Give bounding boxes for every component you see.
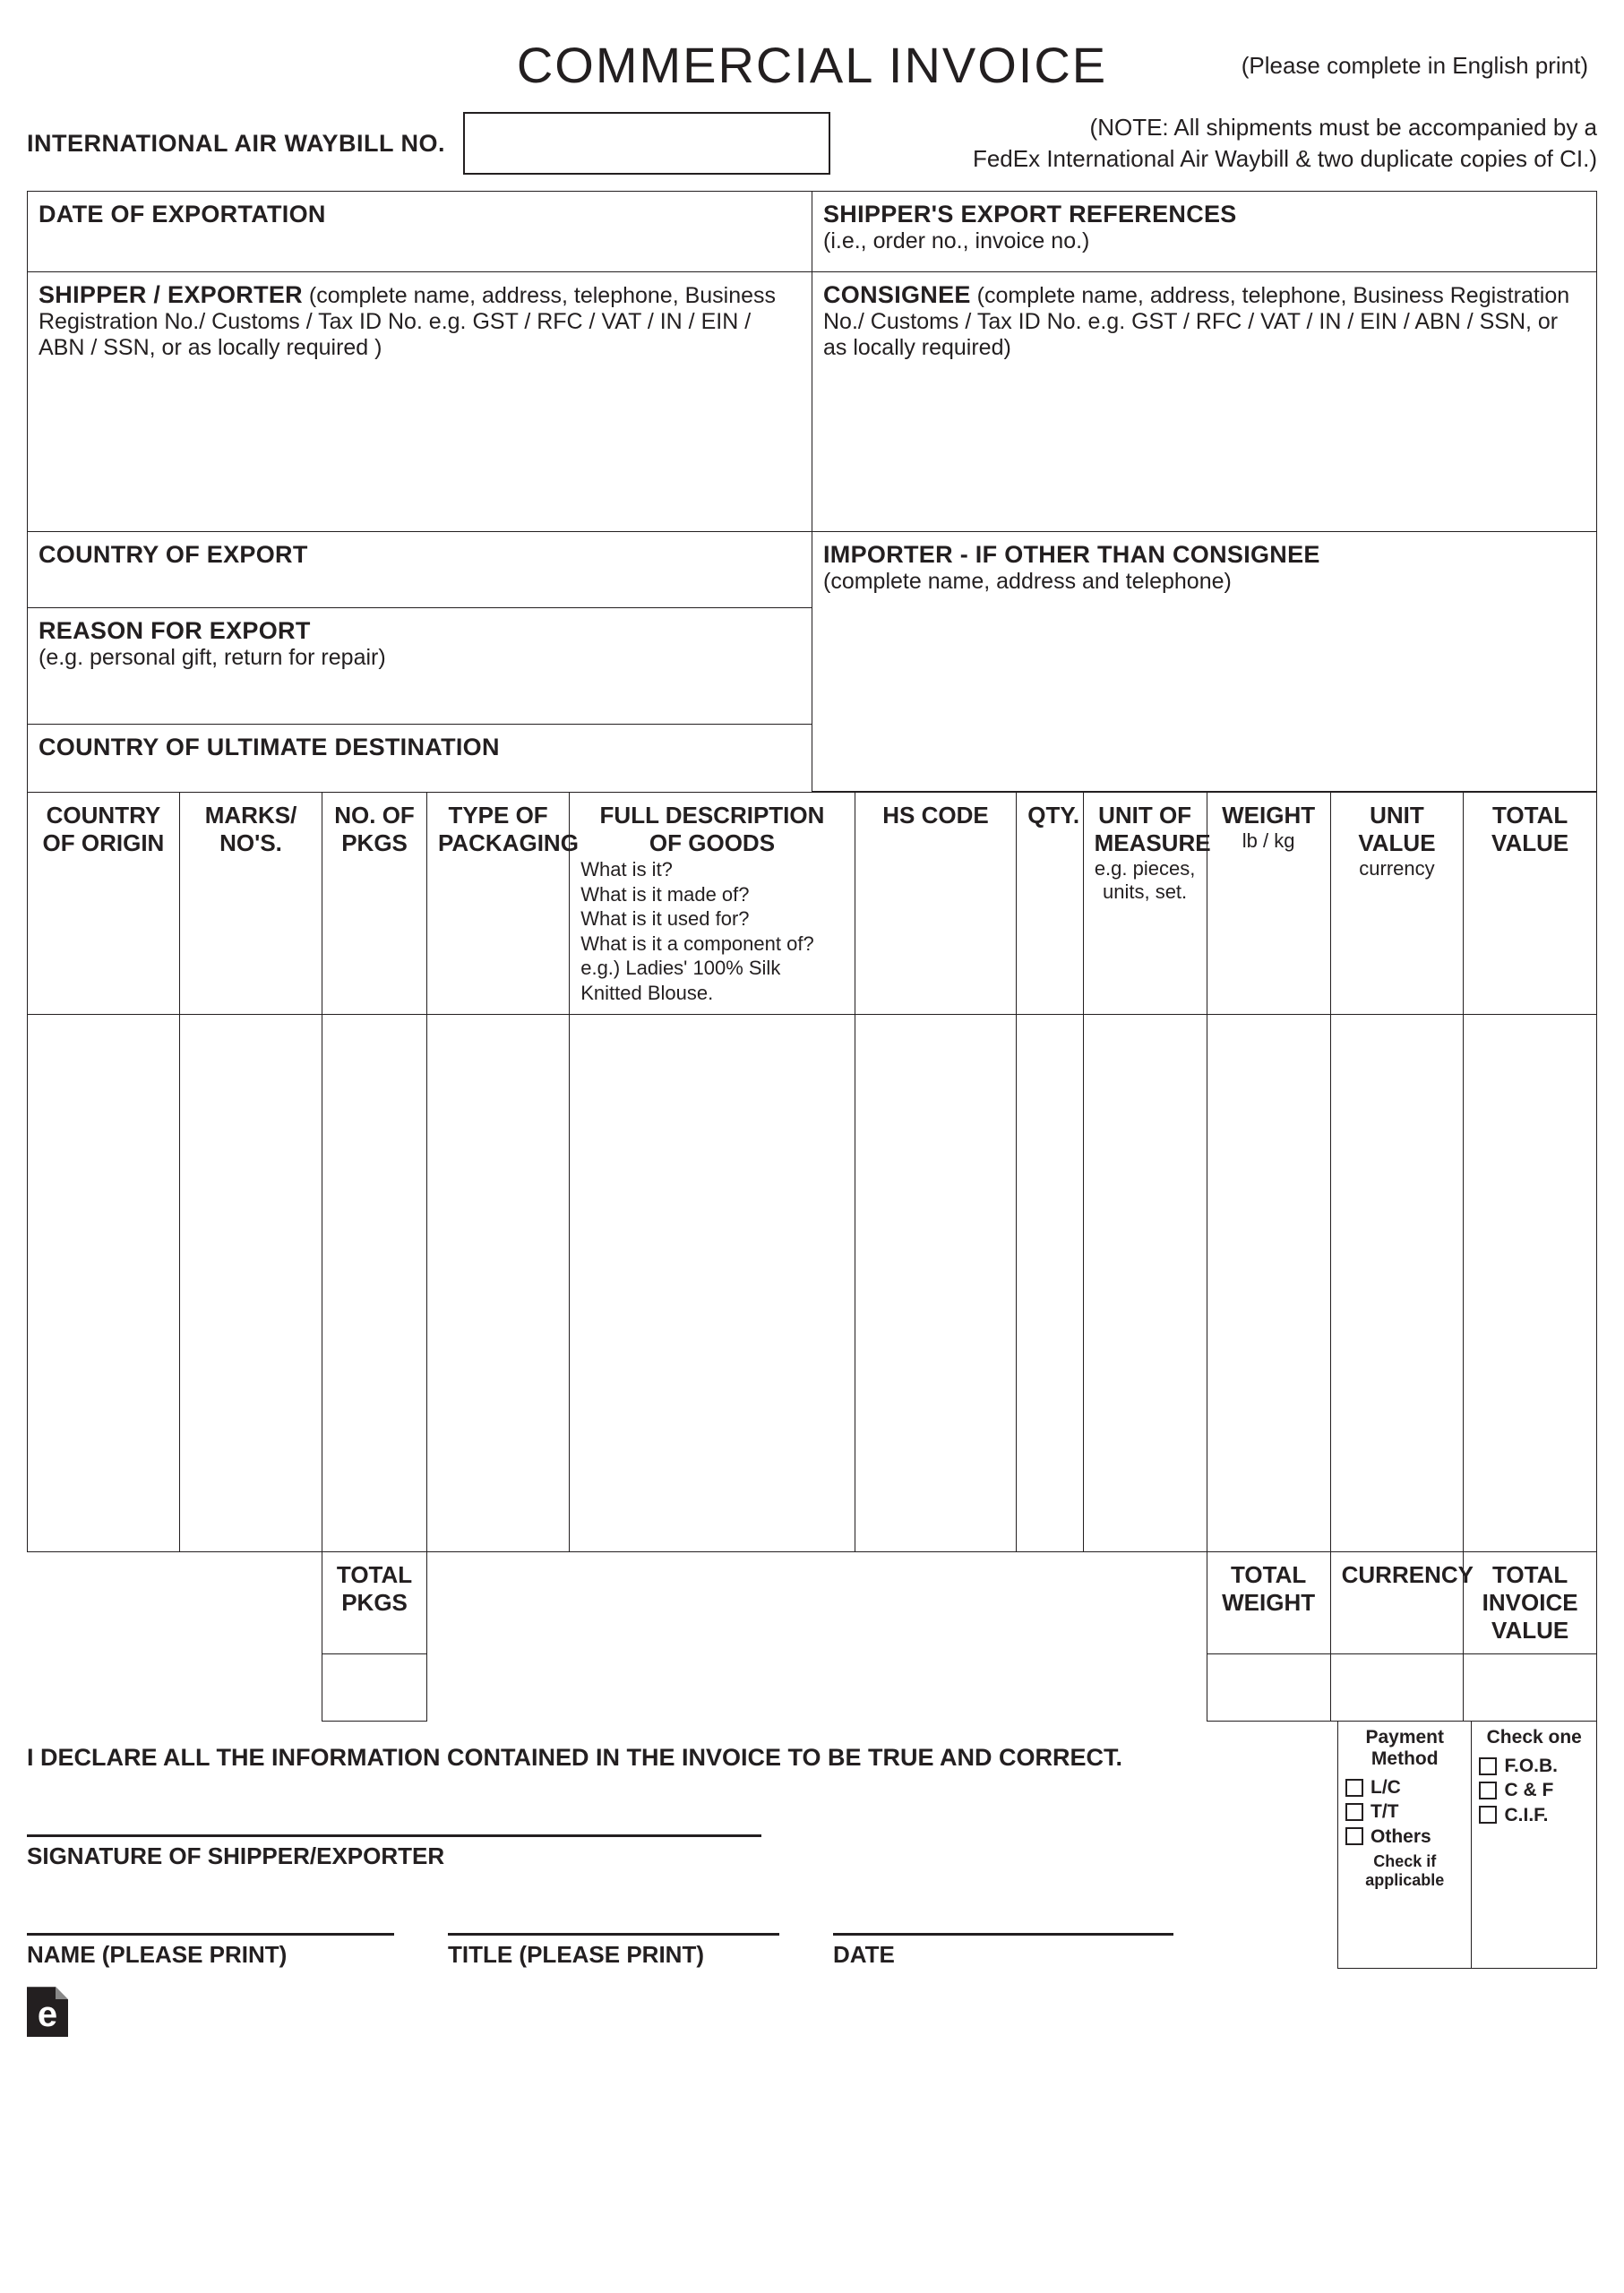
title-print-label: TITLE (PLEASE PRINT) [448, 1936, 779, 1969]
field-country-export[interactable]: COUNTRY OF EXPORT [28, 532, 812, 608]
total-pkgs-label: TOTAL PKGS [322, 1552, 427, 1654]
field-shipper-exporter[interactable]: SHIPPER / EXPORTER (complete name, addre… [28, 272, 812, 532]
col-unit-measure: UNIT OF MEASURE e.g. pieces, units, set. [1083, 793, 1207, 1015]
awb-number-input[interactable] [463, 112, 830, 175]
eforms-logo-icon: e [27, 1987, 68, 2037]
total-pkgs-value[interactable] [322, 1654, 427, 1722]
col-type-packaging: TYPE OF PACKAGING [426, 793, 569, 1015]
total-weight-label: TOTAL WEIGHT [1207, 1552, 1330, 1654]
signature-label: SIGNATURE OF SHIPPER/EXPORTER [27, 1837, 761, 1870]
col-no-pkgs: NO. OF PKGS [322, 793, 427, 1015]
col-hs-code: HS CODE [855, 793, 1017, 1015]
col-total-value: TOTAL VALUE [1464, 793, 1597, 1015]
col-qty: QTY. [1017, 793, 1083, 1015]
awb-note: (NOTE: All shipments must be accompanied… [848, 112, 1597, 175]
col-weight: WEIGHT lb / kg [1207, 793, 1330, 1015]
name-print-label: NAME (PLEASE PRINT) [27, 1936, 394, 1969]
date-label: DATE [833, 1936, 1173, 1969]
payment-method-box: Payment Method L/C T/T Others Check if a… [1338, 1722, 1472, 1969]
terms-cif-checkbox[interactable]: C.I.F. [1479, 1803, 1589, 1827]
field-country-destination[interactable]: COUNTRY OF ULTIMATE DESTINATION [28, 725, 812, 792]
col-full-description: FULL DESCRIPTION OF GOODS What is it? Wh… [570, 793, 855, 1015]
field-consignee[interactable]: CONSIGNEE (complete name, address, telep… [812, 272, 1597, 532]
col-marks-nos: MARKS/ NO'S. [179, 793, 322, 1015]
total-invoice-label: TOTAL INVOICE VALUE [1464, 1552, 1597, 1654]
field-date-exportation[interactable]: DATE OF EXPORTATION [28, 192, 812, 272]
field-shipper-references[interactable]: SHIPPER'S EXPORT REFERENCES (i.e., order… [812, 192, 1597, 272]
field-reason-export[interactable]: REASON FOR EXPORT (e.g. personal gift, r… [28, 608, 812, 725]
payment-tt-checkbox[interactable]: T/T [1345, 1799, 1464, 1824]
col-country-origin: COUNTRY OF ORIGIN [28, 793, 180, 1015]
page-title: COMMERCIAL INVOICE [517, 36, 1107, 94]
field-importer[interactable]: IMPORTER - IF OTHER THAN CONSIGNEE (comp… [812, 532, 1597, 792]
currency-value[interactable] [1330, 1654, 1464, 1722]
awb-label: INTERNATIONAL AIR WAYBILL NO. [27, 130, 445, 158]
please-complete-note: (Please complete in English print) [1242, 52, 1588, 80]
payment-lc-checkbox[interactable]: L/C [1345, 1775, 1464, 1799]
terms-fob-checkbox[interactable]: F.O.B. [1479, 1754, 1589, 1778]
col-unit-value: UNIT VALUE currency [1330, 793, 1464, 1015]
terms-cf-checkbox[interactable]: C & F [1479, 1778, 1589, 1802]
currency-label: CURRENCY [1330, 1552, 1464, 1654]
total-weight-value[interactable] [1207, 1654, 1330, 1722]
total-invoice-value[interactable] [1464, 1654, 1597, 1722]
check-one-box: Check one F.O.B. C & F C.I.F. [1472, 1722, 1597, 1969]
line-item-row[interactable] [28, 1015, 1597, 1552]
declaration-text: I DECLARE ALL THE INFORMATION CONTAINED … [27, 1722, 1337, 1772]
payment-others-checkbox[interactable]: Others [1345, 1825, 1464, 1849]
